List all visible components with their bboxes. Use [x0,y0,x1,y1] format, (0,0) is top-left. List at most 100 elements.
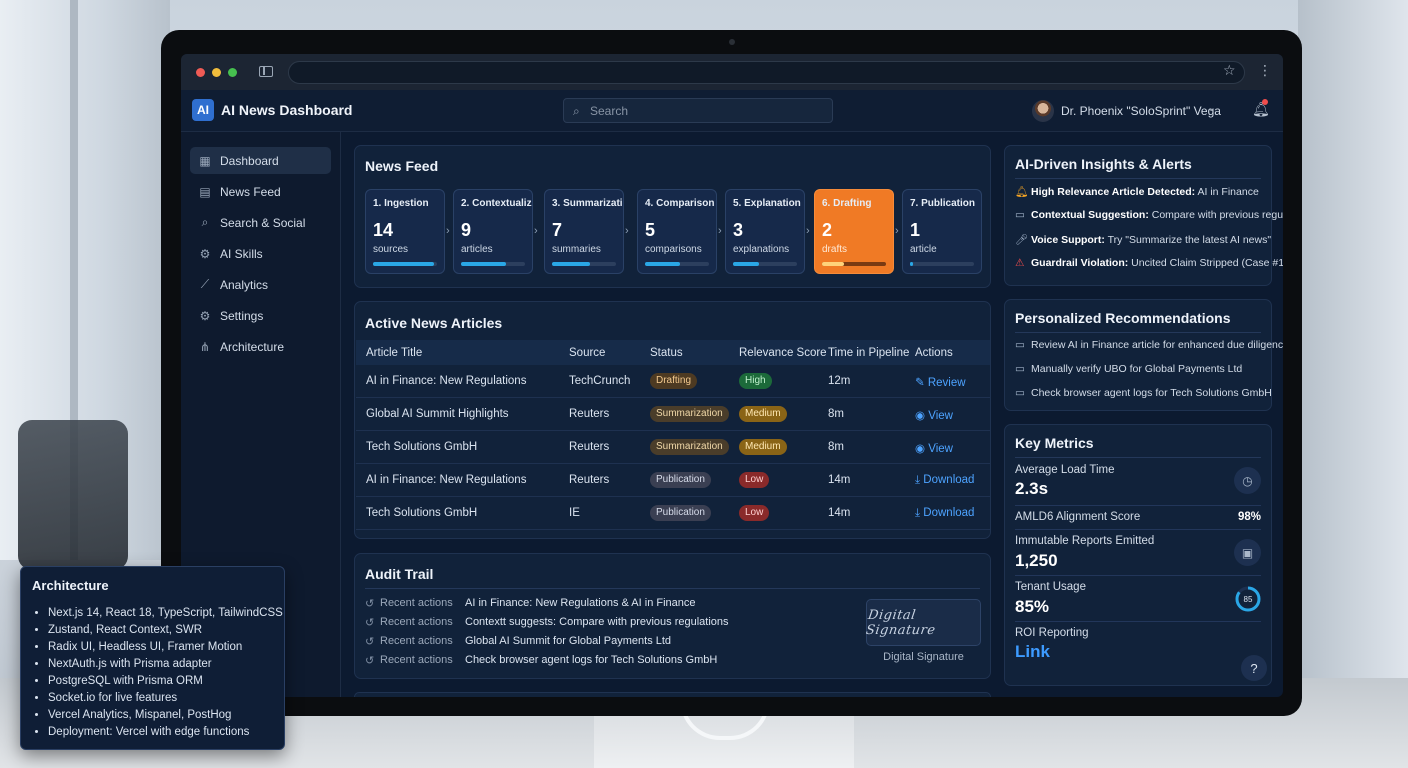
insight-item[interactable]: ▭ Contextual Suggestion: Compare with pre… [1015,209,1283,221]
stage-value: 14 [373,220,394,240]
help-button[interactable]: ? [1241,655,1267,681]
row-action-button[interactable]: ⤓ Download [915,507,974,520]
audit-label: Recent actions [380,597,453,609]
column-header-title[interactable]: Article Title [366,347,423,359]
status-badge: Publication [650,472,711,488]
table-row[interactable]: Tech Solutions GmbH Reuters Summarization M… [356,431,990,464]
time-in-pipeline: 8m [828,441,844,453]
recommendation-item[interactable]: ▭ Manually verify UBO for Global Payments… [1015,363,1242,375]
download-icon: ⤓ [915,507,921,519]
column-header-status[interactable]: Status [650,347,683,359]
recommendations-title: Personalized Recommendations [1015,310,1231,326]
article-title[interactable]: Tech Solutions GmbH [366,507,478,519]
sidebar-item-news-feed[interactable]: ▤ News Feed [190,178,331,205]
comment-icon: ▭ [1015,339,1025,351]
table-row[interactable]: Tech Solutions GmbH IE Publication Low 14m ⤓ … [356,497,990,530]
column-header-source[interactable]: Source [569,347,606,359]
avatar[interactable] [1032,100,1054,122]
signature-caption: Digital Signature [883,651,964,663]
background-wall [1298,0,1408,768]
active-articles-title: Active News Articles [365,315,503,331]
recommendation-item[interactable]: ▭ Review AI in Finance article for enhanc… [1015,339,1283,351]
sidebar-item-search-social[interactable]: ⌕ Search & Social [190,209,331,236]
table-row[interactable]: AI in Finance: New Regulations TechCrunch… [356,365,990,398]
insight-item[interactable]: ⚠ Guardrail Violation: Uncited Claim Stri… [1015,257,1283,269]
insight-item[interactable]: 🔔︎ High Relevance Article Detected: AI in… [1015,185,1259,198]
search-box[interactable]: ⌕ [563,98,833,123]
article-title[interactable]: AI in Finance: New Regulations [366,474,527,486]
news-feed-title: News Feed [365,158,439,174]
relevance-badge: Low [739,472,770,488]
row-action-button[interactable]: ◉ View [915,441,953,455]
divider [1015,621,1261,622]
article-title[interactable]: Tech Solutions GmbH [366,441,478,453]
browser-menu-icon[interactable]: ⋮ [1258,62,1272,78]
row-action-button[interactable]: ⤓ Download [915,474,974,487]
sidebar-item-dashboard[interactable]: ▦ Dashboard [190,147,331,174]
sidebar-item-analytics[interactable]: ⟋ Analytics [190,271,331,298]
tenant-usage-ring: 85 [1235,586,1261,612]
stage-unit: article [910,244,937,255]
notification-bell-icon[interactable]: 🔔︎ [1252,101,1270,117]
roi-reporting-link[interactable]: Link [1015,642,1050,661]
digital-signature-box[interactable]: Digital Signature [865,599,981,646]
user-name[interactable]: Dr. Phoenix "SoloSprint" Vega [1061,104,1221,118]
sidebar-item-ai-skills[interactable]: ⚙ AI Skills [190,240,331,267]
chevron-right-icon: › [625,225,629,237]
divider [1015,457,1261,458]
address-bar[interactable] [288,61,1245,84]
pipeline-stage[interactable]: 1. Ingestion 14 sources [365,189,445,274]
eye-icon: ◉ [915,443,926,455]
maximize-window-button[interactable] [228,68,237,77]
chart-line-icon: ⟋ [200,277,210,291]
insight-text: Compare with previous regulations [1151,209,1283,221]
stage-value: 3 [733,220,744,240]
insight-text: AI in Finance [1195,186,1259,198]
pipeline-stage[interactable]: 4. Comparison 5 comparisons [637,189,717,274]
chevron-right-icon: › [718,225,722,237]
column-header-time[interactable]: Time in Pipeline [828,347,910,359]
pipeline-stage[interactable]: 2. Contextualization 9 articles [453,189,533,274]
row-action-label: View [928,443,953,455]
sidebar-item-label: News Feed [220,184,281,199]
article-title[interactable]: AI in Finance: New Regulations [366,375,527,387]
pipeline-stage[interactable]: 7. Publication 1 article [902,189,982,274]
stage-progress-bar [822,262,886,266]
table-row[interactable]: Global AI Summit Highlights Reuters Summar… [356,398,990,431]
row-action-button[interactable]: ◉ View [915,408,953,422]
stage-name: 1. Ingestion [373,198,429,209]
relevance-badge: High [739,373,772,389]
chevron-down-icon[interactable]: ⌄ [1207,103,1216,114]
pipeline-stage[interactable]: 3. Summarization 7 summaries [544,189,624,274]
comment-icon: ▭ [1015,209,1025,221]
close-window-button[interactable] [196,68,205,77]
status-badge: Drafting [650,373,698,389]
report-icon: ▣ [1234,539,1261,566]
column-header-relevance[interactable]: Relevance Score [739,347,827,359]
stage-progress-bar [461,262,525,266]
audit-label: Recent actions [380,616,453,628]
alignment-score-value: 98% [1237,511,1261,523]
app-logo: AI [192,99,214,121]
sidebar-item-settings[interactable]: ⚙ Settings [190,302,331,329]
history-icon: ↺ [365,617,375,629]
stage-unit: sources [373,244,409,255]
article-title[interactable]: Global AI Summit Highlights [366,408,509,420]
row-action-button[interactable]: ✎ Review [915,375,966,389]
insight-item[interactable]: 🎤︎ Voice Support: Try "Summarize the late… [1015,233,1271,246]
minimize-window-button[interactable] [212,68,221,77]
active-articles-card: Active News Articles Article Title Sourc… [354,301,991,539]
pipeline-stage[interactable]: 5. Explanation 3 explanations [725,189,805,274]
recommendation-item[interactable]: ▭ Check browser agent logs for Tech Solut… [1015,387,1272,399]
search-input[interactable] [590,102,820,120]
bookmark-star-icon[interactable]: ☆ [1223,62,1236,78]
pipeline-stage[interactable]: 6. Drafting 2 drafts [814,189,894,274]
sidebar-toggle-icon[interactable] [259,66,273,77]
table-header: Article Title Source Status Relevance Sc… [356,340,990,365]
sidebar-item-label: Dashboard [220,153,279,168]
table-row[interactable]: AI in Finance: New Regulations Reuters Pub… [356,464,990,497]
architecture-item: Socket.io for live features [48,690,283,707]
stage-progress-bar [373,262,437,266]
camera-dot [729,39,735,45]
sidebar-item-architecture[interactable]: ⋔ Architecture [190,333,331,360]
